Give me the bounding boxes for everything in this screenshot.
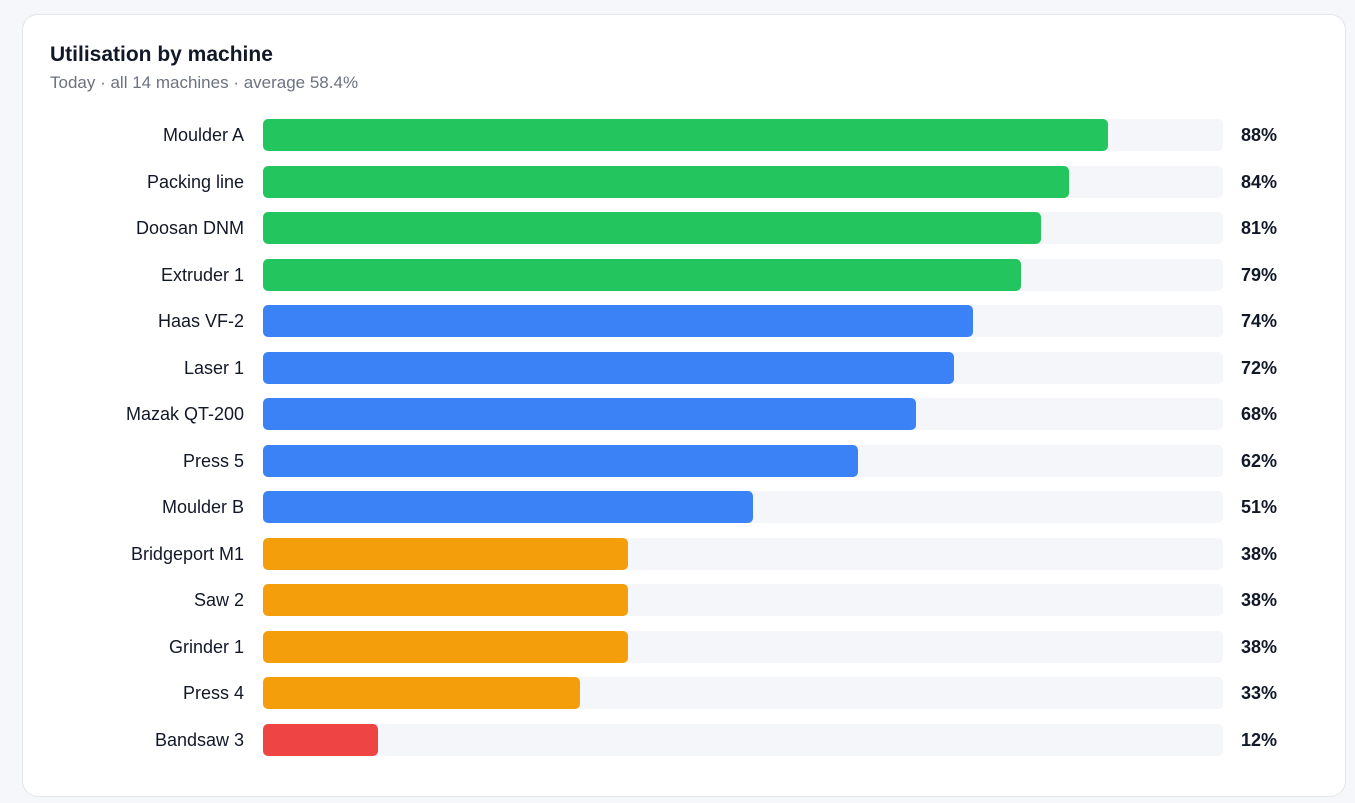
bar-track [263, 165, 1223, 198]
bar-value-label: 72% [1241, 357, 1278, 378]
bar-value-label: 38% [1241, 636, 1278, 657]
bar-category-label: Saw 2 [193, 590, 244, 610]
bar-value-label: 38% [1241, 543, 1278, 564]
bar [263, 258, 1022, 291]
bar-category-label: Press 4 [182, 683, 244, 703]
bar-value-label: 79% [1241, 264, 1278, 285]
bar-track [263, 677, 1223, 709]
bar-row: Packing line 84% [23, 165, 1345, 198]
bar-value-label: 62% [1241, 450, 1278, 471]
bar-row: Moulder A 88% [23, 119, 1345, 151]
bar-row: Bandsaw 3 12% [23, 723, 1345, 756]
bar [263, 723, 379, 756]
bar [263, 305, 974, 337]
utilisation-card: Utilisation by machine Today · all 14 ma… [22, 14, 1346, 797]
chart-title: Utilisation by machine [50, 43, 273, 66]
bar [263, 119, 1108, 151]
bar-track [263, 305, 1223, 337]
bar-track [263, 119, 1223, 151]
bar-row: Bridgeport M1 38% [23, 537, 1345, 570]
bar [263, 491, 753, 523]
bar-row: Haas VF-2 74% [23, 305, 1345, 337]
bar-track [263, 398, 1223, 430]
bar-category-label: Haas VF-2 [157, 311, 244, 331]
bar-row: Press 5 62% [23, 444, 1345, 477]
bar-row: Extruder 1 79% [23, 258, 1345, 291]
bar-category-label: Doosan DNM [135, 218, 244, 238]
bar-category-label: Mazak QT-200 [125, 404, 244, 424]
bar [263, 584, 628, 616]
bar-category-label: Laser 1 [183, 357, 244, 378]
bar-track [263, 584, 1223, 616]
bar-row: Moulder B 51% [23, 491, 1345, 523]
bar-category-label: Extruder 1 [160, 264, 244, 285]
bar-track [263, 491, 1223, 523]
bar-row: Saw 2 38% [23, 584, 1345, 616]
bar [263, 165, 1070, 198]
bar-track [263, 258, 1223, 291]
bar [263, 537, 628, 570]
bar-value-label: 12% [1241, 729, 1278, 750]
bar [263, 398, 916, 430]
bar-track [263, 212, 1223, 244]
bar-value-label: 74% [1241, 311, 1278, 331]
bar-value-label: 38% [1241, 590, 1278, 610]
bar-track [263, 351, 1223, 384]
bar-value-label: 88% [1241, 125, 1278, 145]
bar-value-label: 68% [1241, 404, 1278, 424]
bar-category-label: Moulder A [162, 125, 244, 145]
bar [263, 444, 859, 477]
bar-category-label: Press 5 [182, 450, 244, 471]
bar [263, 351, 955, 384]
chart-subtitle: Today · all 14 machines · average 58.4% [50, 73, 359, 92]
bar-track [263, 630, 1223, 663]
bar [263, 212, 1041, 244]
bar-row: Press 4 33% [23, 677, 1345, 709]
bar-value-label: 51% [1241, 497, 1278, 517]
bar-value-label: 81% [1241, 218, 1278, 238]
bar-category-label: Grinder 1 [168, 636, 244, 657]
bar-track [263, 723, 1223, 756]
bar-row: Laser 1 72% [23, 351, 1345, 384]
bar [263, 677, 580, 709]
bar-row: Mazak QT-200 68% [23, 398, 1345, 430]
bar-category-label: Bridgeport M1 [130, 543, 244, 564]
bar-row: Doosan DNM 81% [23, 212, 1345, 244]
bar-category-label: Packing line [146, 171, 244, 192]
bar-category-label: Bandsaw 3 [154, 729, 244, 750]
bar-track [263, 444, 1223, 477]
bar-track [263, 537, 1223, 570]
bar-value-label: 84% [1241, 171, 1278, 192]
bar-value-label: 33% [1241, 683, 1278, 703]
bar [263, 630, 628, 663]
bar-row: Grinder 1 38% [23, 630, 1345, 663]
bar-category-label: Moulder B [161, 497, 244, 517]
